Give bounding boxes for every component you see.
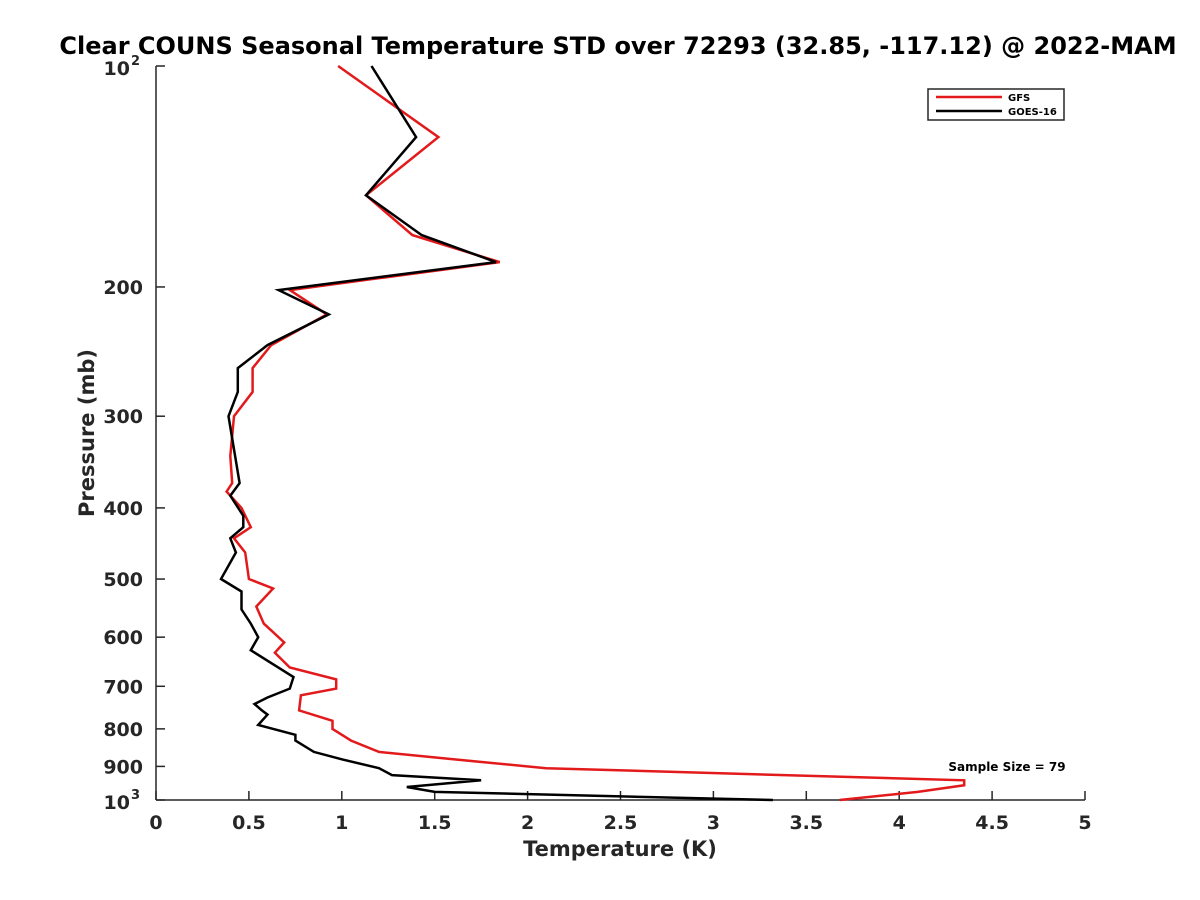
- legend-label-goes-16: GOES-16: [1008, 107, 1057, 118]
- y-tick-label-exponent: 3: [131, 788, 140, 803]
- y-axis-title: Pressure (mb): [75, 349, 99, 517]
- x-tick-label: 1.5: [418, 812, 452, 834]
- y-tick-label: 700: [103, 676, 143, 698]
- x-tick-label: 4.5: [975, 812, 1009, 834]
- legend: GFS GOES-16: [927, 88, 1065, 121]
- series-layer: [219, 64, 966, 802]
- y-tick-label: 900: [103, 756, 143, 778]
- x-tick-label: 1: [335, 812, 348, 834]
- y-tick-label-exponent: 2: [131, 54, 140, 69]
- x-tick-label: 2: [521, 812, 534, 834]
- legend-box: [927, 88, 1065, 121]
- y-tick-label: 200: [103, 277, 143, 299]
- x-tick-label: 5: [1078, 812, 1091, 834]
- x-tick-label: 4: [893, 812, 906, 834]
- y-tick-label: 300: [103, 406, 143, 428]
- legend-label-gfs: GFS: [1008, 93, 1030, 104]
- x-axis-title: Temperature (K): [523, 837, 717, 861]
- x-tick-label: 0.5: [232, 812, 266, 834]
- y-tick-label: 500: [103, 569, 143, 591]
- y-tick-label: 600: [103, 627, 143, 649]
- x-tick-label: 3.5: [789, 812, 823, 834]
- chart-title: Clear COUNS Seasonal Temperature STD ove…: [59, 32, 1176, 60]
- y-tick-label: 10: [104, 58, 130, 80]
- sample-size-annotation: Sample Size = 79: [948, 760, 1065, 774]
- y-tick-label: 10: [104, 792, 130, 814]
- x-tick-label: 2.5: [604, 812, 638, 834]
- y-tick-label: 800: [103, 719, 143, 741]
- x-tick-label: 0: [149, 812, 162, 834]
- y-tick-label: 400: [103, 498, 143, 520]
- x-axis: 0 0.5 1 1.5 2 2.5 3 3.5 4 4.5 5: [149, 791, 1092, 834]
- series-line-goes-16: [219, 65, 773, 802]
- x-tick-label: 3: [707, 812, 720, 834]
